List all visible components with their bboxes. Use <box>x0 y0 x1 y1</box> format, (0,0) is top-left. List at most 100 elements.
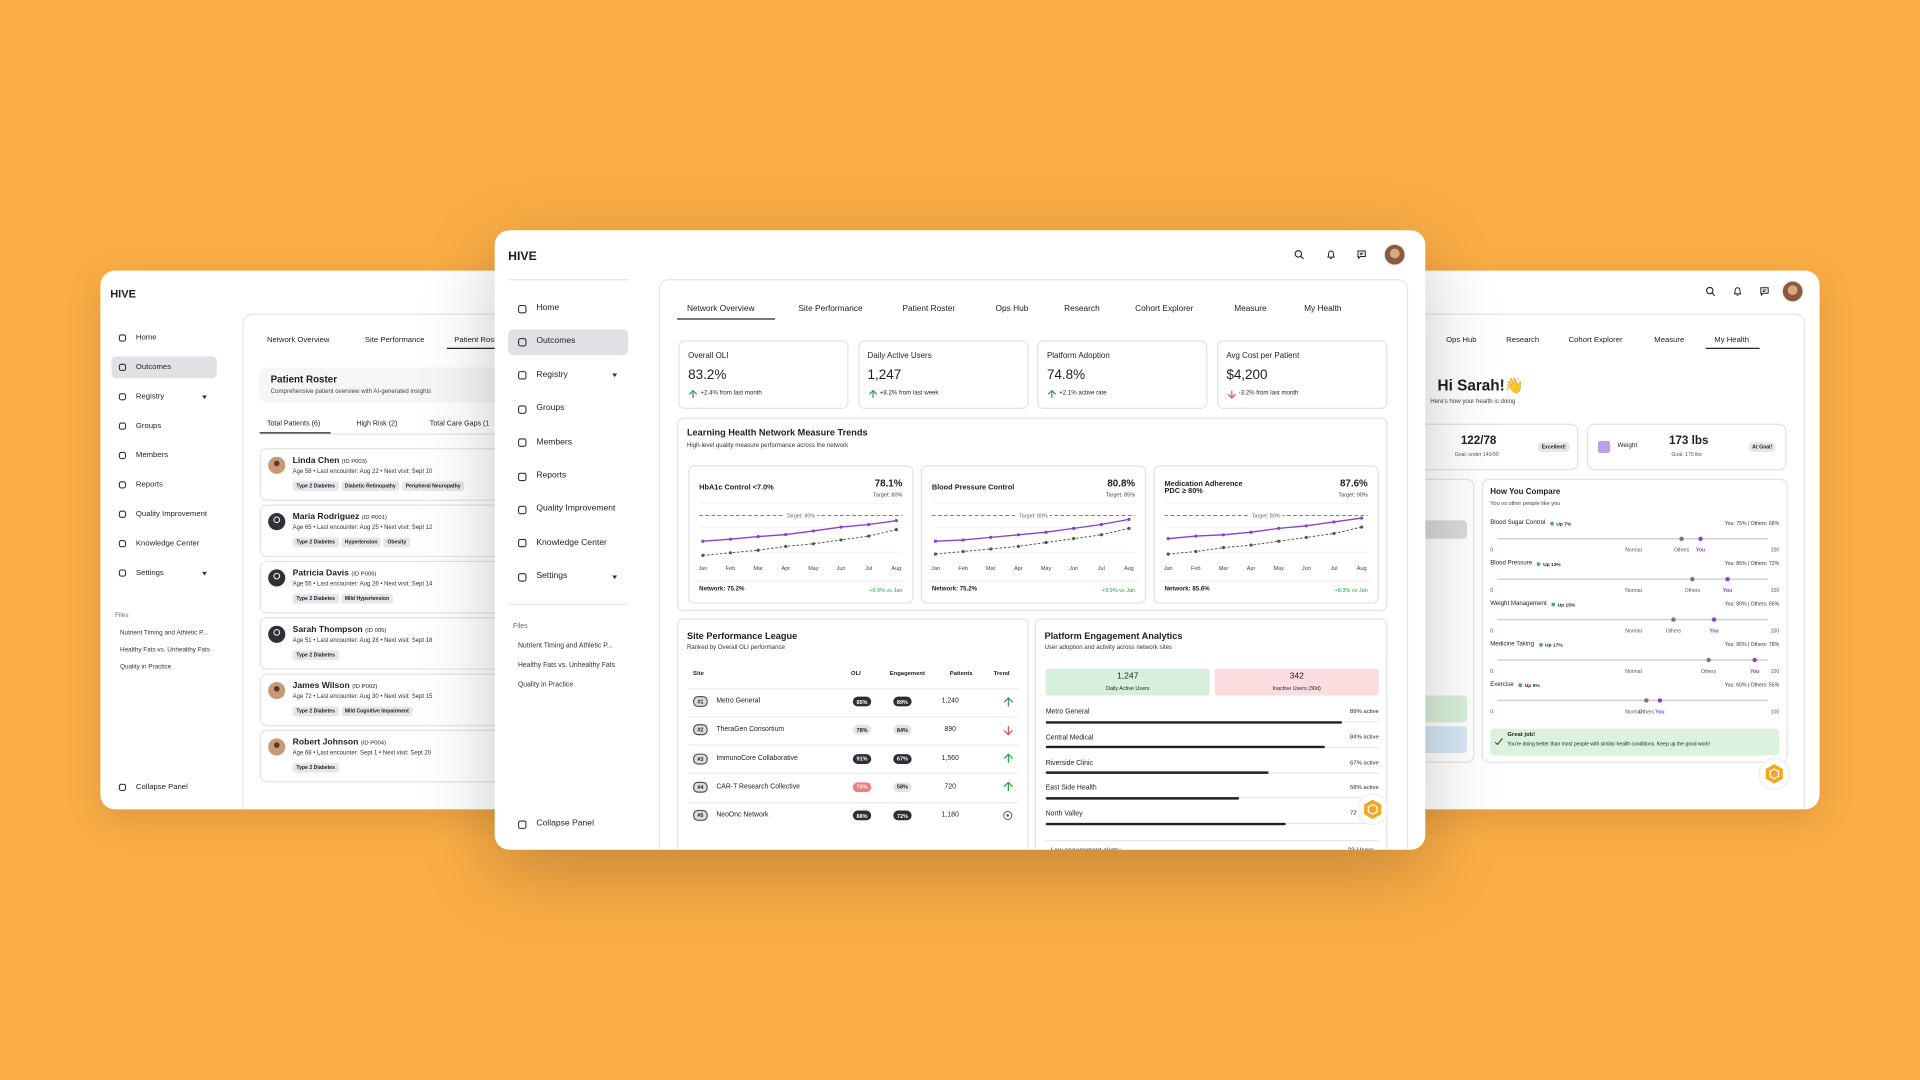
file-link[interactable]: Nutrient Timing and Athletic P... <box>517 642 613 650</box>
change-dot <box>1536 562 1541 567</box>
tab[interactable]: Network Overview <box>686 305 755 314</box>
main-panel <box>658 279 1409 850</box>
bell-shape <box>1327 250 1335 259</box>
tab[interactable]: Research <box>1506 335 1540 345</box>
nav-item[interactable]: Groups <box>536 404 565 413</box>
caret <box>202 394 207 399</box>
assistant-button[interactable] <box>1758 757 1791 790</box>
nav-item[interactable]: Reports <box>536 471 567 480</box>
tab[interactable]: Measure <box>1654 335 1685 345</box>
file-link[interactable]: Healthy Fats vs. Unhealthy Fats <box>120 646 211 654</box>
icon-shape <box>118 481 127 489</box>
patient-id: (ID P006) <box>351 571 377 578</box>
month-label: Jan <box>1163 564 1173 572</box>
icon <box>118 510 127 518</box>
icon <box>118 451 127 460</box>
assistant-button[interactable] <box>1356 793 1389 826</box>
nav-item[interactable]: Quality Improvement <box>135 509 208 519</box>
tab[interactable]: Cohort Explorer <box>1568 335 1623 345</box>
nav-item[interactable]: Home <box>536 303 560 313</box>
collapse-panel[interactable]: Collapse Panel <box>536 819 594 828</box>
tab[interactable]: Research <box>1064 305 1100 314</box>
nav-item[interactable]: Members <box>536 437 573 447</box>
nav-item[interactable]: Settings <box>135 568 164 578</box>
nav-item[interactable]: Reports <box>135 480 163 490</box>
patient-name: Sarah Thompson <box>292 625 363 635</box>
nav-item[interactable]: Knowledge Center <box>536 538 607 548</box>
arrow-shape <box>1003 725 1013 736</box>
stat-box: 1,247 Daily Active Users <box>1045 668 1210 696</box>
brand: HIVE <box>110 287 136 300</box>
measure-value: 80.8% <box>1107 478 1136 490</box>
file-link[interactable]: Quality in Practice <box>120 663 172 672</box>
search-shape <box>1706 286 1714 295</box>
compare-scale <box>1497 657 1769 663</box>
icon-shape <box>517 505 526 515</box>
league-subtitle: Ranked by Overall OLI performance <box>686 644 785 652</box>
collapse-panel[interactable]: Collapse Panel <box>135 782 188 792</box>
icon <box>118 481 127 489</box>
tab[interactable]: Patient Roster <box>902 305 956 314</box>
measure-line-point <box>1194 534 1198 538</box>
nav-item[interactable]: Quality Improvement <box>536 504 616 514</box>
network-line <box>935 527 1130 555</box>
avatar-shape <box>268 513 286 531</box>
you-marker <box>1725 576 1730 582</box>
nav-item[interactable]: Groups <box>135 421 162 431</box>
filter-tab[interactable]: Total Care Gaps (1 <box>429 420 490 429</box>
nav-item[interactable]: Members <box>135 451 169 460</box>
patient-details: Age 72 • Last encounter: Aug 30 • Next v… <box>292 694 433 701</box>
file-link[interactable]: Nutrient Timing and Athletic P... <box>120 629 208 637</box>
tab[interactable]: Ops Hub <box>1446 335 1477 345</box>
measure-line-point <box>989 535 993 539</box>
you-marker <box>1711 617 1717 622</box>
note-box: Great job! You're doing better than most … <box>1490 728 1780 756</box>
icon <box>118 540 127 548</box>
center-window: HIVE Home Outcomes Registry Groups Members Rep… <box>494 230 1426 850</box>
file-link[interactable]: Quality in Practice <box>517 681 574 690</box>
patient-avatar <box>268 738 286 756</box>
target-line-label: Target: 80% <box>1016 512 1051 519</box>
kpi-label: Overall OLI <box>688 351 729 361</box>
search-shape <box>1294 250 1303 258</box>
condition-tag: Diabetic Retinopathy <box>341 481 400 492</box>
patient-avatar <box>268 456 286 474</box>
tab[interactable]: Ops Hub <box>995 305 1029 314</box>
tab[interactable]: Site Performance <box>798 305 863 314</box>
tab[interactable]: Site Performance <box>364 335 425 345</box>
month-label: Apr <box>1246 564 1256 572</box>
nav-active <box>111 356 217 379</box>
caret-shape <box>202 571 207 575</box>
file-link[interactable]: Healthy Fats vs. Unhealthy Fats <box>517 662 616 670</box>
arrow-shape <box>1003 696 1013 706</box>
nav-item[interactable]: Outcomes <box>536 337 576 346</box>
network-line-point <box>701 553 705 557</box>
tab[interactable]: Measure <box>1234 305 1267 314</box>
tab[interactable]: Patient Roster <box>454 335 504 345</box>
measure-footer: Network: 75.2% <box>931 585 978 593</box>
nav-item[interactable]: Knowledge Center <box>135 539 200 548</box>
card-value: 173 lbs <box>1668 434 1709 448</box>
patient-tags: Type 2 Diabetes Hypertension Obesity <box>292 537 611 548</box>
network-line-point <box>811 542 816 546</box>
measure-line-point <box>701 539 705 543</box>
others-marker <box>1690 576 1695 582</box>
filter-tab[interactable]: Total Patients (6) <box>266 420 321 429</box>
nav-item[interactable]: Registry <box>536 370 568 380</box>
tab[interactable]: My Health <box>1304 305 1342 314</box>
nav-item[interactable]: Settings <box>536 572 568 581</box>
tab[interactable]: Cohort Explorer <box>1135 305 1194 314</box>
nav-item[interactable]: Registry <box>135 392 165 401</box>
league-title: Site Performance League <box>686 630 798 642</box>
avatar-head <box>273 742 280 748</box>
patient-id: (ID 005) <box>365 628 387 635</box>
tab[interactable]: Network Overview <box>266 335 330 345</box>
patient-avatar <box>268 682 286 700</box>
tab[interactable]: My Health <box>1714 335 1750 345</box>
icon-shape <box>517 404 526 414</box>
metric-name: Weight Management <box>1490 600 1547 608</box>
nav-item[interactable]: Outcomes <box>135 362 172 372</box>
nav-item[interactable]: Home <box>135 333 157 343</box>
filter-tab[interactable]: High Risk (2) <box>356 420 398 429</box>
icon-shape <box>118 393 127 401</box>
